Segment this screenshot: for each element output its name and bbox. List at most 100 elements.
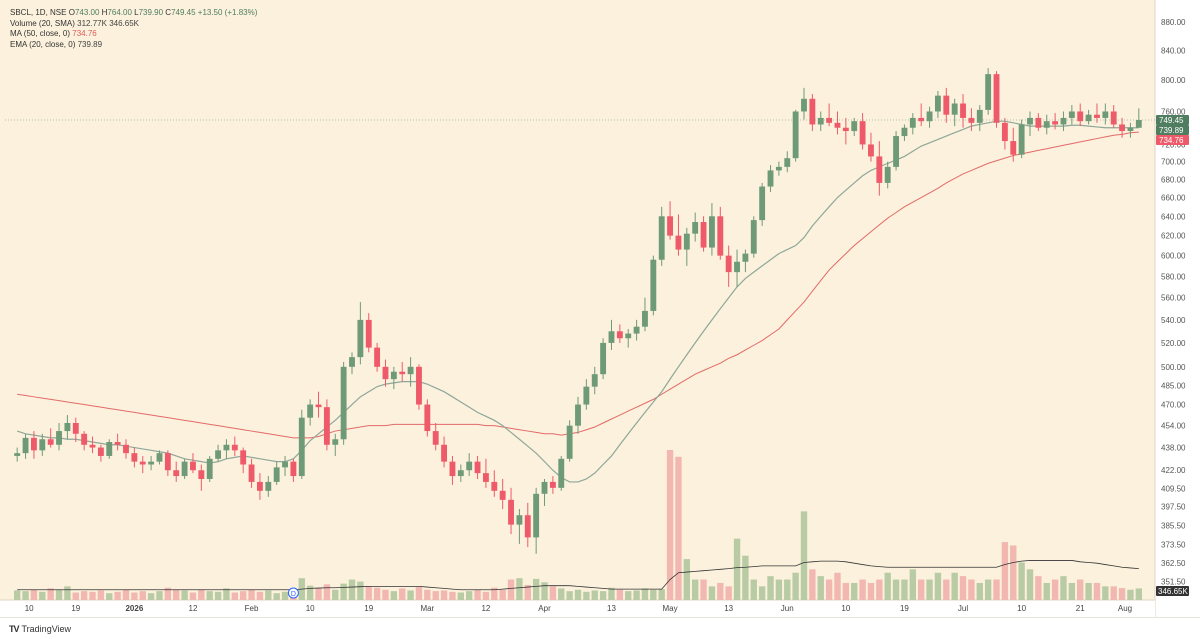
volume-bar — [968, 579, 975, 600]
candle-body — [692, 222, 699, 234]
legend-low-value: 739.90 — [138, 8, 164, 17]
legend-high-value: 764.00 — [107, 8, 132, 17]
candle-body — [784, 158, 791, 167]
volume-bar — [47, 588, 54, 600]
volume-bar — [959, 576, 967, 600]
tradingview-brand[interactable]: TV TradingView — [9, 624, 71, 634]
volume-bar — [742, 555, 749, 600]
candle-body — [282, 461, 288, 468]
x-tick-label: 10 — [841, 604, 850, 613]
volume-bar — [1135, 588, 1142, 600]
price-label-text: 734.76 — [1159, 136, 1184, 145]
y-tick-label: 485.00 — [1161, 381, 1186, 390]
y-tick-label: 660.00 — [1161, 194, 1186, 203]
volume-bar — [934, 572, 942, 600]
candle-body — [549, 481, 556, 488]
candle-body — [667, 216, 674, 236]
volume-bar — [131, 592, 138, 600]
legend-ma-label: MA (50, close, 0) — [10, 29, 71, 38]
legend-open-value: 743.00 — [74, 8, 100, 17]
candle-body — [457, 470, 464, 477]
candle-body — [482, 473, 489, 482]
candle-body — [608, 331, 615, 343]
volume-bar — [173, 589, 180, 600]
price-axis-panel — [1155, 0, 1200, 617]
time-axis-panel — [0, 600, 1155, 617]
y-tick-label: 620.00 — [1161, 232, 1186, 241]
legend-volume-value: 346.65K — [109, 18, 140, 28]
candle-body — [960, 103, 966, 118]
volume-bar — [14, 590, 21, 600]
candle-body — [1052, 121, 1059, 125]
candle-body — [215, 450, 222, 459]
volume-bar — [1068, 582, 1076, 600]
candle-body — [675, 235, 682, 250]
volume-bar — [1001, 542, 1009, 600]
candle-body — [474, 461, 481, 474]
y-tick-label: 373.50 — [1161, 541, 1186, 550]
x-tick-label: 12 — [189, 604, 198, 613]
volume-bar — [424, 589, 431, 600]
volume-bar — [390, 591, 398, 600]
volume-bar — [139, 591, 146, 600]
x-tick-label: Jul — [958, 604, 968, 613]
volume-bar — [876, 579, 883, 600]
candle-body — [801, 98, 807, 112]
legend-change-value: +13.50 (+1.83%) — [197, 8, 258, 17]
volume-bar — [256, 591, 264, 600]
legend-ohlc-row: SBCL, 1D, NSE O743.00 H764.00 L739.90 C7… — [10, 8, 257, 19]
candle-body — [575, 404, 581, 426]
tradingview-logo-icon: TV — [9, 624, 19, 634]
y-tick-label: 840.00 — [1161, 46, 1186, 55]
candle-body — [1094, 114, 1100, 118]
volume-bar — [340, 583, 347, 600]
volume-bar — [1043, 582, 1050, 600]
y-tick-label: 640.00 — [1161, 212, 1186, 221]
volume-bar — [373, 587, 381, 600]
candle-body — [399, 371, 406, 375]
volume-bar — [72, 592, 79, 600]
volume-bar — [859, 579, 866, 600]
candle-body — [893, 136, 900, 167]
volume-bar — [851, 582, 858, 600]
x-tick-label: Mar — [420, 604, 434, 613]
candle-body — [826, 117, 833, 123]
y-tick-label: 540.00 — [1161, 316, 1186, 325]
volume-bar — [532, 578, 540, 600]
candle-body — [231, 444, 238, 451]
candle-body — [868, 144, 874, 157]
candle-body — [1043, 121, 1050, 128]
candle-body — [985, 74, 992, 110]
volume-bar — [206, 591, 213, 600]
volume-bar — [106, 593, 113, 600]
candle-body — [600, 342, 607, 375]
y-tick-label: 397.50 — [1161, 503, 1186, 512]
candle-body — [792, 111, 799, 159]
candle-body — [558, 458, 565, 488]
volume-bar — [156, 591, 163, 600]
volume-bar — [323, 584, 331, 600]
x-tick-label: Aug — [1118, 604, 1132, 613]
candle-body — [491, 481, 498, 491]
candle-body — [968, 117, 975, 123]
volume-bar — [407, 590, 414, 600]
candle-body — [223, 444, 230, 451]
candle-body — [273, 467, 280, 482]
volume-bar — [474, 589, 481, 600]
candle-body — [374, 347, 381, 367]
volume-bar — [633, 590, 640, 600]
volume-bar — [273, 593, 280, 600]
x-tick-label: 10 — [1017, 604, 1026, 613]
volume-bar — [976, 582, 983, 600]
y-tick-label: 800.00 — [1161, 76, 1186, 85]
candle-body — [56, 431, 62, 445]
candle-body — [926, 111, 933, 122]
candle-body — [909, 117, 916, 128]
candle-body — [876, 156, 883, 183]
volume-bar — [39, 591, 46, 600]
volume-bar — [22, 591, 29, 600]
candle-body — [616, 331, 623, 339]
price-label-box — [1156, 125, 1189, 136]
